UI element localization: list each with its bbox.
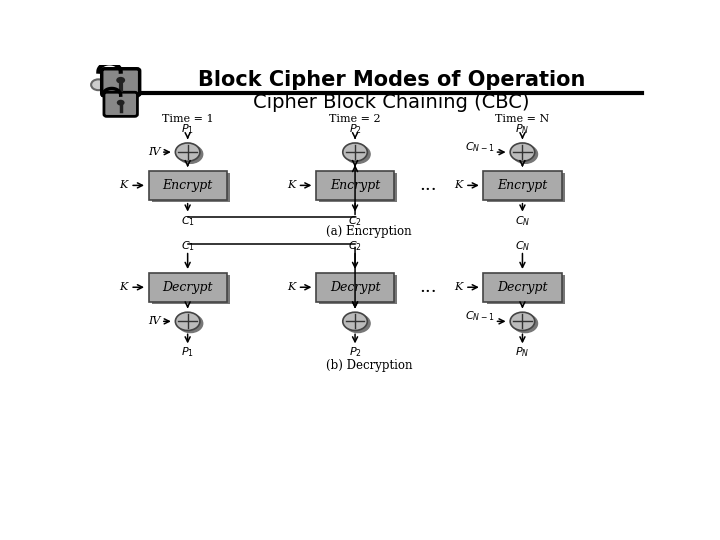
Text: $P_N$: $P_N$	[516, 346, 530, 360]
Text: $P_1$: $P_1$	[181, 346, 194, 360]
FancyBboxPatch shape	[148, 171, 227, 200]
Circle shape	[116, 77, 125, 84]
Text: $P_N$: $P_N$	[516, 123, 530, 136]
FancyBboxPatch shape	[152, 173, 230, 202]
Text: K: K	[287, 282, 295, 292]
FancyBboxPatch shape	[152, 275, 230, 305]
FancyBboxPatch shape	[320, 275, 397, 305]
Text: Decrypt: Decrypt	[163, 281, 213, 294]
Text: $C_1$: $C_1$	[181, 239, 194, 253]
Text: Encrypt: Encrypt	[163, 179, 213, 192]
Text: $C_2$: $C_2$	[348, 214, 362, 228]
Circle shape	[343, 312, 367, 330]
Text: $C_1$: $C_1$	[181, 214, 194, 228]
Text: (a) Encryption: (a) Encryption	[326, 225, 412, 238]
Circle shape	[513, 145, 538, 163]
Circle shape	[510, 143, 535, 161]
FancyBboxPatch shape	[487, 275, 565, 305]
FancyBboxPatch shape	[483, 171, 562, 200]
FancyBboxPatch shape	[104, 92, 138, 116]
Text: ...: ...	[419, 278, 436, 296]
Text: Encrypt: Encrypt	[330, 179, 380, 192]
Text: Decrypt: Decrypt	[330, 281, 380, 294]
Text: $P_2$: $P_2$	[348, 123, 361, 136]
Circle shape	[176, 312, 200, 330]
Text: $C_2$: $C_2$	[348, 239, 362, 253]
Text: Time = 1: Time = 1	[162, 114, 213, 124]
Circle shape	[343, 143, 367, 161]
FancyBboxPatch shape	[316, 273, 394, 302]
FancyBboxPatch shape	[148, 273, 227, 302]
Text: Time = N: Time = N	[495, 114, 549, 124]
Text: $C_{N-1}$: $C_{N-1}$	[465, 140, 494, 153]
Text: Encrypt: Encrypt	[498, 179, 548, 192]
Circle shape	[176, 143, 200, 161]
Text: (b) Decryption: (b) Decryption	[325, 359, 413, 372]
Text: IV: IV	[148, 316, 161, 326]
Circle shape	[91, 79, 106, 90]
Circle shape	[346, 145, 370, 163]
Text: K: K	[454, 180, 462, 191]
Text: Block Cipher Modes of Operation: Block Cipher Modes of Operation	[197, 70, 585, 90]
Text: Decrypt: Decrypt	[498, 281, 548, 294]
Text: K: K	[454, 282, 462, 292]
Text: $C_N$: $C_N$	[515, 239, 530, 253]
Text: IV: IV	[148, 147, 161, 157]
FancyBboxPatch shape	[102, 69, 140, 96]
FancyBboxPatch shape	[316, 171, 394, 200]
FancyBboxPatch shape	[483, 273, 562, 302]
Circle shape	[513, 314, 538, 333]
Text: K: K	[287, 180, 295, 191]
Text: $C_{N-1}$: $C_{N-1}$	[465, 309, 494, 323]
Circle shape	[178, 314, 203, 333]
Text: Time = 2: Time = 2	[329, 114, 381, 124]
FancyBboxPatch shape	[320, 173, 397, 202]
Text: ...: ...	[419, 177, 436, 194]
Text: $P_1$: $P_1$	[181, 123, 194, 136]
Circle shape	[178, 145, 203, 163]
Circle shape	[117, 100, 125, 105]
Text: K: K	[120, 180, 127, 191]
Circle shape	[510, 312, 535, 330]
Text: $C_N$: $C_N$	[515, 214, 530, 228]
FancyBboxPatch shape	[487, 173, 565, 202]
Text: Cipher Block Chaining (CBC): Cipher Block Chaining (CBC)	[253, 93, 530, 112]
Circle shape	[346, 314, 370, 333]
Text: K: K	[120, 282, 127, 292]
Text: $P_2$: $P_2$	[348, 346, 361, 360]
